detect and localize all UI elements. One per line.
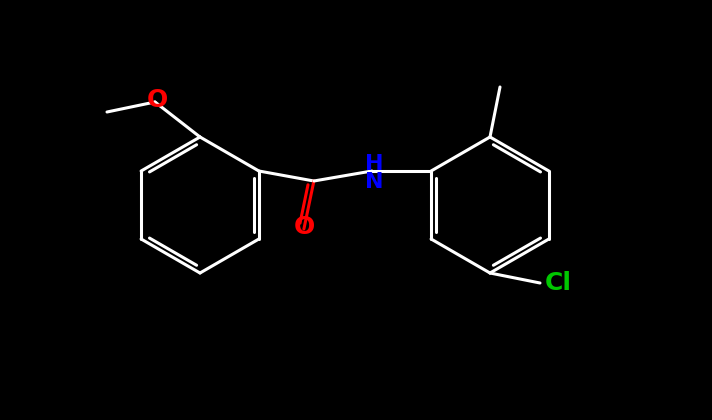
Text: H
N: H N (365, 154, 383, 192)
Text: O: O (147, 88, 167, 112)
Text: O: O (293, 215, 315, 239)
Text: Cl: Cl (545, 271, 572, 295)
